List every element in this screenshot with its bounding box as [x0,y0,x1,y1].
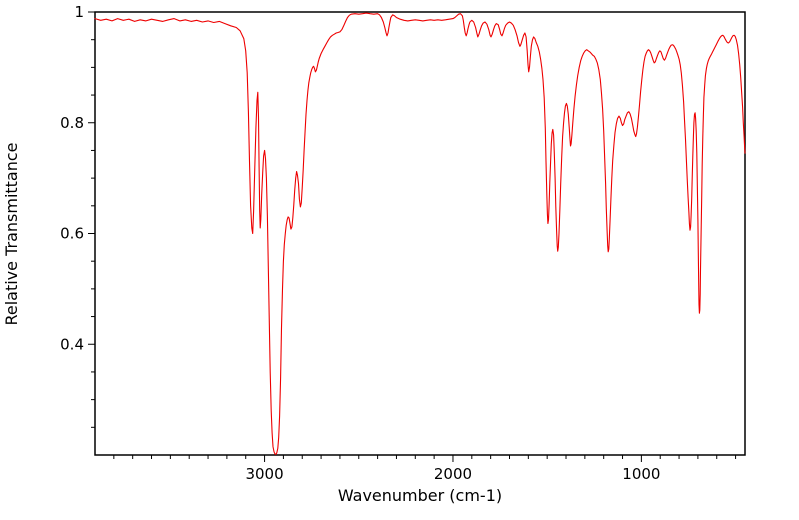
y-axis-label: Relative Transmittance [2,142,21,325]
y-tick-label: 0.6 [60,225,84,243]
plot-frame [94,11,746,456]
spectrum-line [94,12,746,455]
y-tick-label: 1 [74,3,84,21]
y-tick-label: 0.8 [60,114,84,132]
y-tick-label: 0.4 [60,335,84,353]
x-tick-label: 2000 [434,465,472,483]
x-tick-label: 1000 [622,465,660,483]
axes-layer: 3000 2000 1000 1 0.8 0.6 0.4 [60,3,737,483]
x-tick-label: 3000 [245,465,283,483]
x-axis-label: Wavenumber (cm-1) [338,486,502,505]
